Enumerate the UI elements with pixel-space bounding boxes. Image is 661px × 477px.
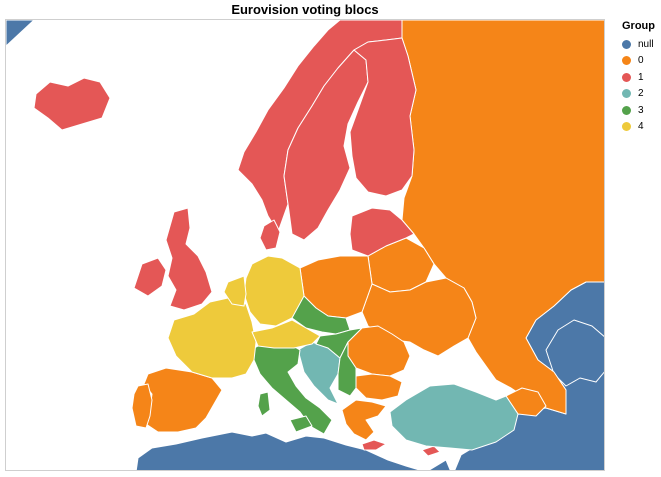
region-cyprus[interactable] bbox=[421, 445, 441, 457]
region-kazakhstan[interactable] bbox=[545, 319, 605, 387]
region-sardinia[interactable] bbox=[257, 391, 271, 417]
region-crete[interactable] bbox=[361, 439, 387, 451]
legend-swatch-2 bbox=[622, 89, 631, 99]
legend-swatch-3 bbox=[622, 105, 631, 115]
legend-item[interactable]: 1 bbox=[622, 69, 655, 86]
region-baltics[interactable] bbox=[349, 207, 415, 257]
region-sicily[interactable] bbox=[289, 415, 313, 433]
legend-label: 3 bbox=[638, 104, 644, 116]
region-bulgaria[interactable] bbox=[355, 373, 403, 401]
legend-title: Group bbox=[622, 20, 655, 32]
europe-map[interactable] bbox=[6, 20, 605, 471]
region-finland[interactable] bbox=[349, 37, 417, 197]
map-title: Eurovision voting blocs bbox=[231, 2, 379, 17]
map-frame[interactable] bbox=[5, 19, 605, 471]
legend-label: 4 bbox=[638, 121, 644, 133]
region-switzerland-austria[interactable] bbox=[251, 319, 321, 349]
legend-label: 1 bbox=[638, 71, 644, 83]
region-ireland[interactable] bbox=[133, 257, 167, 297]
legend: Group null 0 1 2 3 4 bbox=[622, 20, 655, 135]
legend-item[interactable]: 0 bbox=[622, 53, 655, 70]
region-italy[interactable] bbox=[253, 339, 333, 435]
legend-swatch-1 bbox=[622, 72, 631, 82]
legend-label: 0 bbox=[638, 55, 644, 67]
region-serbia[interactable] bbox=[337, 341, 357, 397]
region-greenland-corner[interactable] bbox=[6, 20, 35, 47]
legend-item[interactable]: 4 bbox=[622, 119, 655, 136]
legend-swatch-4 bbox=[622, 122, 631, 132]
region-greece[interactable] bbox=[341, 399, 387, 441]
region-benelux[interactable] bbox=[223, 275, 247, 307]
legend-item[interactable]: null bbox=[622, 36, 655, 53]
legend-swatch-0 bbox=[622, 56, 631, 66]
legend-label: null bbox=[638, 38, 654, 50]
region-france[interactable] bbox=[167, 297, 257, 379]
legend-label: 2 bbox=[638, 88, 644, 100]
region-great-britain[interactable] bbox=[165, 207, 213, 311]
region-denmark[interactable] bbox=[259, 219, 281, 251]
legend-item[interactable]: 3 bbox=[622, 102, 655, 119]
region-portugal[interactable] bbox=[131, 383, 153, 429]
region-north-africa[interactable] bbox=[135, 431, 451, 471]
legend-item[interactable]: 2 bbox=[622, 86, 655, 103]
legend-swatch-null bbox=[622, 39, 631, 49]
region-turkey[interactable] bbox=[389, 383, 519, 451]
region-iceland[interactable] bbox=[33, 77, 111, 131]
region-sweden[interactable] bbox=[283, 49, 369, 241]
